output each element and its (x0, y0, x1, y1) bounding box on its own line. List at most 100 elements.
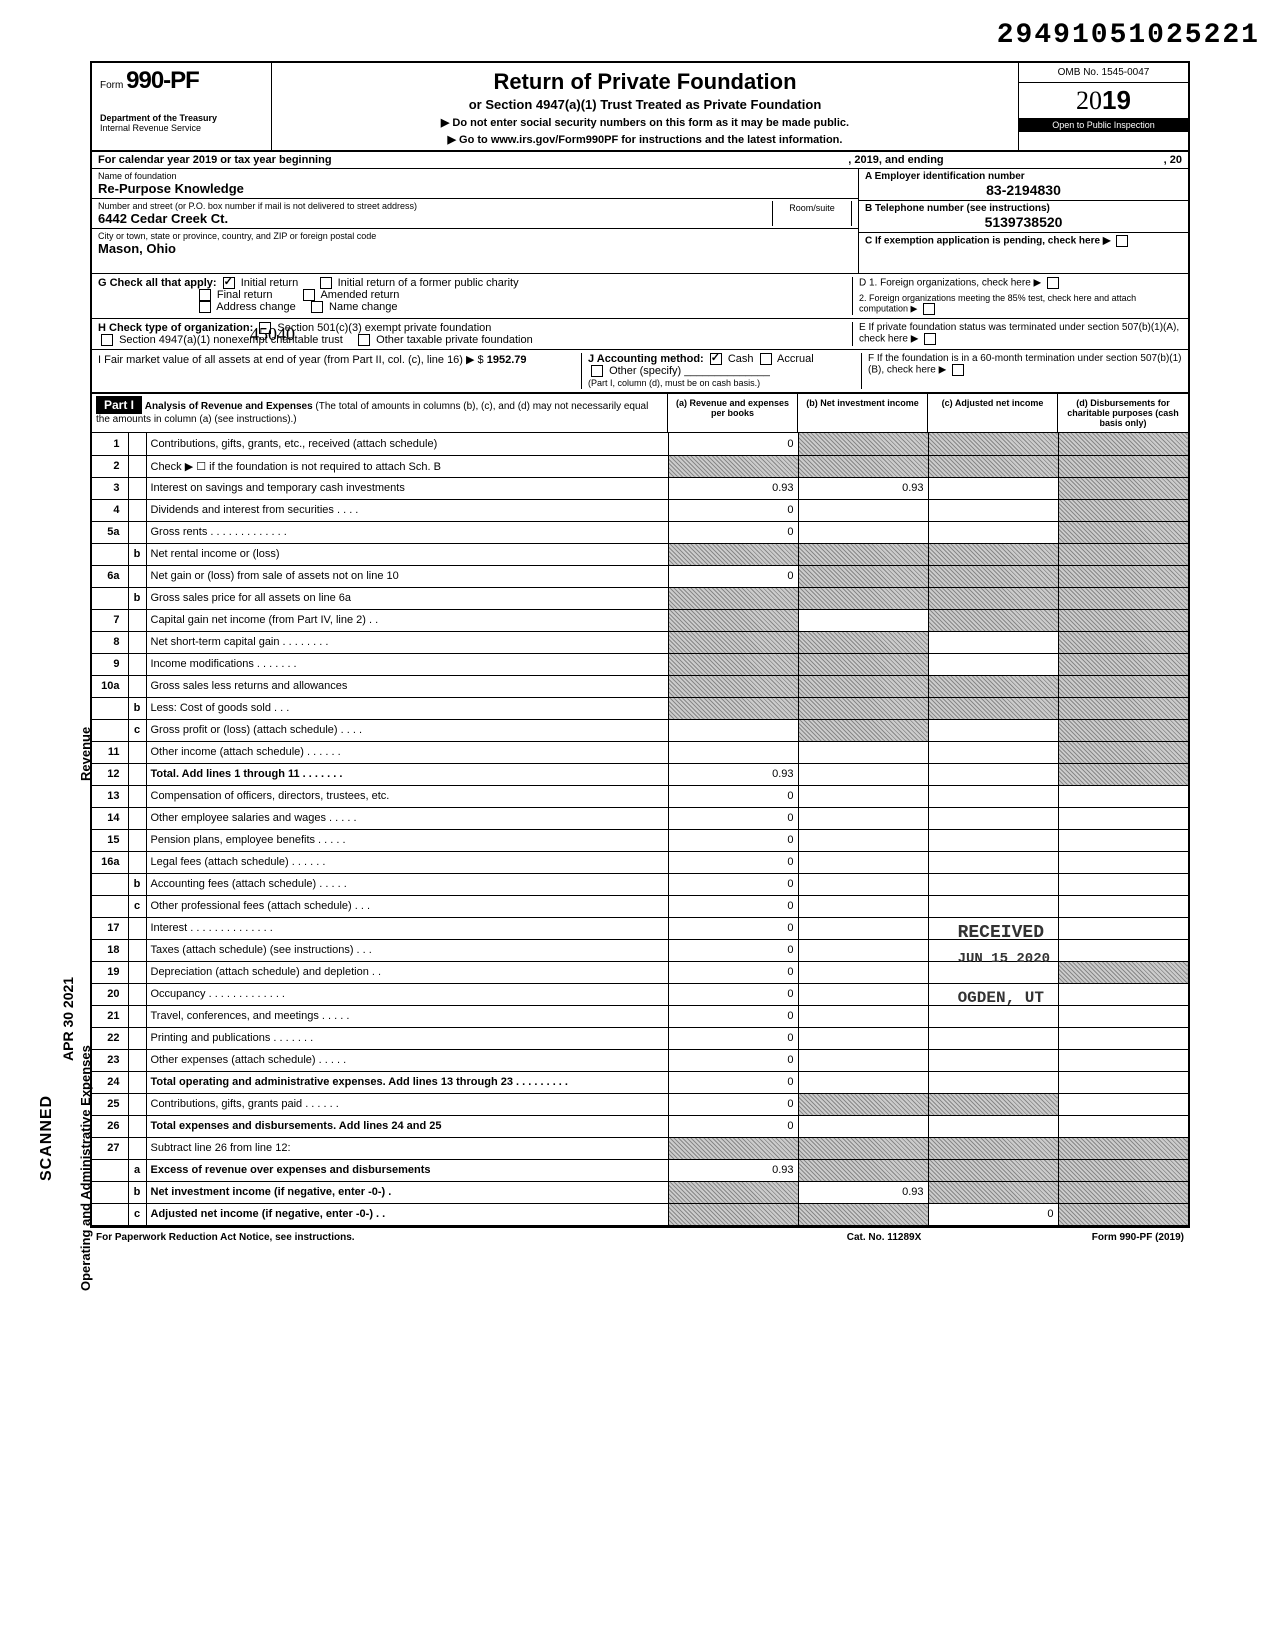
col-b-head: (b) Net investment income (798, 394, 928, 432)
name-change-checkbox[interactable] (311, 301, 323, 313)
line-sub (128, 829, 146, 851)
line-col-b (798, 1115, 928, 1137)
irs-label: Internal Revenue Service (100, 123, 263, 133)
address-change-checkbox[interactable] (199, 301, 211, 313)
line-number: 25 (92, 1093, 128, 1115)
line-desc: Travel, conferences, and meetings . . . … (146, 1005, 668, 1027)
open-to-public: Open to Public Inspection (1019, 118, 1188, 132)
60-month-checkbox[interactable] (952, 364, 964, 376)
line-col-b (798, 741, 928, 763)
line-col-c (928, 1115, 1058, 1137)
line-desc: Interest on savings and temporary cash i… (146, 477, 668, 499)
exemption-pending-checkbox[interactable] (1116, 235, 1128, 247)
line-desc: Gross profit or (loss) (attach schedule)… (146, 719, 668, 741)
line-number: 6a (92, 565, 128, 587)
line-number: 17 (92, 917, 128, 939)
addr-label: Number and street (or P.O. box number if… (98, 201, 772, 211)
part1-tag: Part I (96, 396, 142, 414)
line-col-b (798, 565, 928, 587)
line-desc: Depreciation (attach schedule) and deple… (146, 961, 668, 983)
side-label-scan-date: APR 30 2021 (60, 977, 76, 1061)
j-label: J Accounting method: (588, 353, 704, 365)
foreign-85-checkbox[interactable] (923, 303, 935, 315)
line-number: 4 (92, 499, 128, 521)
line-desc: Other professional fees (attach schedule… (146, 895, 668, 917)
line-col-c (928, 851, 1058, 873)
line-col-c (928, 631, 1058, 653)
line-col-c (928, 983, 1058, 1005)
table-row: 7Capital gain net income (from Part IV, … (92, 609, 1188, 631)
line-number: 15 (92, 829, 128, 851)
section-i: I Fair market value of all assets at end… (92, 350, 1188, 394)
line-col-d (1058, 1115, 1188, 1137)
amended-return-checkbox[interactable] (303, 289, 315, 301)
line-number: 27 (92, 1137, 128, 1159)
dept-treasury: Department of the Treasury (100, 113, 263, 123)
line-desc: Net rental income or (loss) (146, 543, 668, 565)
footer-right: Form 990-PF (2019) (984, 1232, 1184, 1243)
line-col-c (928, 609, 1058, 631)
j-other: Other (specify) (609, 365, 681, 377)
501c3-checkbox[interactable] (259, 322, 271, 334)
fmv-value: 1952.79 (487, 354, 527, 366)
line-col-d (1058, 631, 1188, 653)
line-number: 11 (92, 741, 128, 763)
line-col-b (798, 587, 928, 609)
status-terminated-checkbox[interactable] (924, 333, 936, 345)
table-row: 4Dividends and interest from securities … (92, 499, 1188, 521)
4947a1-checkbox[interactable] (101, 334, 113, 346)
line-col-c (928, 763, 1058, 785)
line-col-d (1058, 477, 1188, 499)
line-col-d (1058, 499, 1188, 521)
line-col-b: 0.93 (798, 477, 928, 499)
line-col-b (798, 851, 928, 873)
line-desc: Adjusted net income (if negative, enter … (146, 1203, 668, 1225)
initial-former-checkbox[interactable] (320, 277, 332, 289)
part1-title: Analysis of Revenue and Expenses (145, 401, 313, 412)
line-col-a (668, 1137, 798, 1159)
line-sub (128, 1115, 146, 1137)
form-990pf: Form 990-PF Department of the Treasury I… (90, 61, 1190, 1228)
line-col-a (668, 697, 798, 719)
initial-return-checkbox[interactable] (223, 277, 235, 289)
line-col-b (798, 631, 928, 653)
line-col-d (1058, 609, 1188, 631)
foreign-org-checkbox[interactable] (1047, 277, 1059, 289)
line-col-a: 0 (668, 499, 798, 521)
line-number (92, 587, 128, 609)
line-sub (128, 851, 146, 873)
g-label: G Check all that apply: (98, 277, 217, 289)
line-desc: Income modifications . . . . . . . (146, 653, 668, 675)
line-col-b (798, 939, 928, 961)
line-col-a (668, 675, 798, 697)
line-number: 16a (92, 851, 128, 873)
table-row: 15 Pension plans, employee benefits . . .… (92, 829, 1188, 851)
line-number: 19 (92, 961, 128, 983)
line-col-c (928, 1049, 1058, 1071)
final-return-checkbox[interactable] (199, 289, 211, 301)
table-row: 12Total. Add lines 1 through 11 . . . . … (92, 763, 1188, 785)
line-sub: c (128, 719, 146, 741)
line-col-d (1058, 741, 1188, 763)
line-col-a (668, 1181, 798, 1203)
line-sub: c (128, 895, 146, 917)
line-col-a (668, 719, 798, 741)
line-col-c: 0 (928, 1203, 1058, 1225)
cash-checkbox[interactable] (710, 353, 722, 365)
accrual-checkbox[interactable] (760, 353, 772, 365)
line-col-d (1058, 785, 1188, 807)
section-h: H Check type of organization: Section 50… (92, 319, 1188, 350)
other-taxable-checkbox[interactable] (358, 334, 370, 346)
box-a-label: A Employer identification number (865, 171, 1025, 182)
line-col-c (928, 961, 1058, 983)
line-desc: Less: Cost of goods sold . . . (146, 697, 668, 719)
h-label: H Check type of organization: (98, 322, 253, 334)
line-col-c (928, 1159, 1058, 1181)
box-c-label: C If exemption application is pending, c… (865, 236, 1111, 247)
side-label-revenue: Revenue (78, 727, 93, 781)
section-g: G Check all that apply: Initial return I… (92, 274, 1188, 319)
line-number (92, 1203, 128, 1225)
other-method-checkbox[interactable] (591, 365, 603, 377)
line-desc: Pension plans, employee benefits . . . .… (146, 829, 668, 851)
line-col-b (798, 829, 928, 851)
